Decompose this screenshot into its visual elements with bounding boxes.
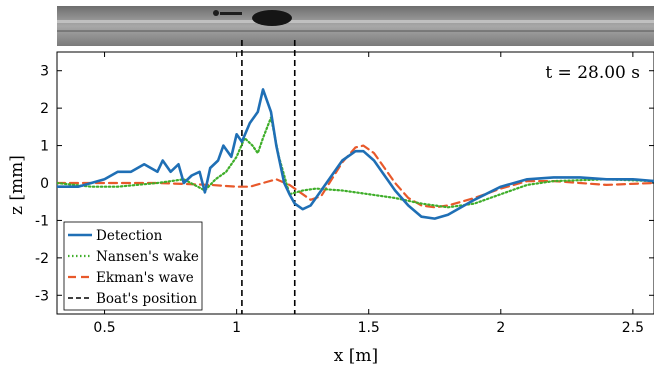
y-axis-label: z [mm] bbox=[7, 155, 27, 215]
y-tick-label: 2 bbox=[40, 101, 49, 117]
photo-strip bbox=[57, 6, 654, 46]
x-tick-label: 2 bbox=[496, 320, 505, 336]
x-axis-label: x [m] bbox=[334, 346, 378, 366]
x-tick-label: 1 bbox=[232, 320, 241, 336]
series-lines bbox=[57, 88, 654, 220]
legend-label-ekman: Ekman's wave bbox=[96, 270, 194, 286]
y-tick-label: -3 bbox=[35, 288, 49, 304]
x-tick-label: 1.5 bbox=[358, 320, 380, 336]
y-tick-label: 3 bbox=[40, 64, 49, 80]
y-tick-label: -2 bbox=[35, 251, 49, 267]
legend-box bbox=[63, 221, 203, 311]
axis-tick-labels: 0.5 1 1.5 2 2.5 3 2 1 0 -1 -2 -3 bbox=[35, 64, 644, 336]
legend-label-detection: Detection bbox=[96, 228, 163, 244]
x-tick-label: 0.5 bbox=[93, 320, 115, 336]
y-tick-label: 1 bbox=[40, 139, 49, 155]
series-line-2 bbox=[57, 144, 654, 209]
y-tick-label: 0 bbox=[40, 176, 49, 192]
boat-position-lines bbox=[241, 40, 296, 314]
legend: Detection Nansen's wake Ekman's wave Boa… bbox=[63, 221, 203, 311]
y-tick-label: -1 bbox=[35, 213, 49, 229]
boat-image bbox=[213, 10, 292, 26]
x-tick-label: 2.5 bbox=[622, 320, 644, 336]
legend-label-boat: Boat's position bbox=[96, 291, 197, 307]
legend-label-nansen: Nansen's wake bbox=[96, 249, 199, 265]
time-annotation: t = 28.00 s bbox=[545, 63, 640, 83]
series-line-0 bbox=[57, 88, 654, 220]
